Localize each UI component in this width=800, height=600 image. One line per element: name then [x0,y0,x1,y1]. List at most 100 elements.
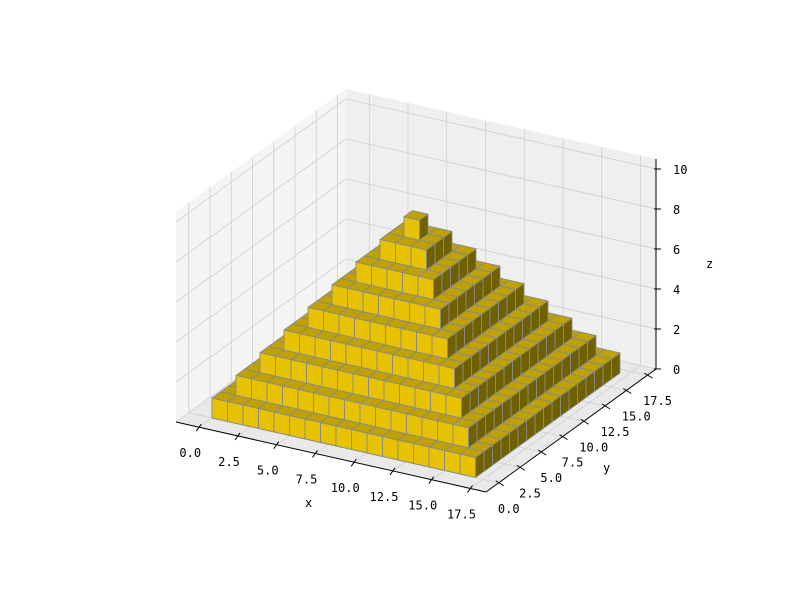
left-grid-line-z [175,178,347,303]
voxel-front-face [251,378,268,403]
voxel-cube [410,239,436,271]
voxel-front-face [397,439,414,464]
y-tick-label: 17.5 [643,394,672,408]
voxel-cube [431,328,457,360]
voxel-front-face [444,450,461,475]
voxel-front-face [275,355,292,381]
y-tick-label: 10.0 [579,440,608,454]
z-tick-label: 0 [673,363,680,377]
voxel-front-face [290,359,307,384]
y-tick-mark [559,434,568,441]
voxel-front-face [323,310,340,335]
voxel-front-face [259,352,276,377]
x-tick-mark [467,485,473,493]
voxel-front-face [338,313,355,339]
voxel-front-face [386,268,403,294]
z-tick-label: 6 [673,243,680,257]
voxel-front-face [376,350,393,375]
voxel-front-face [304,418,321,443]
voxel-front-face [368,376,385,402]
voxel-front-face [299,333,316,358]
voxel-front-face [402,272,419,297]
z-tick-label: 10 [673,163,687,177]
voxel-front-face [344,399,361,424]
x-tick-mark [312,450,318,458]
voxel-front-face [421,416,438,442]
voxel-front-face [289,415,306,440]
voxel-front-face [383,380,400,405]
y-tick-mark [580,418,590,425]
y-tick-label: 2.5 [519,486,541,500]
y-axis-line [485,368,657,493]
voxel-cube [403,210,429,241]
voxel-front-face [306,362,323,388]
voxel-front-face [416,331,433,356]
voxel-cube [424,299,450,330]
voxel-front-face [366,432,383,457]
y-tick-label: 7.5 [562,456,584,470]
x-tick-label: 7.5 [296,472,318,486]
voxel-front-face [266,381,283,407]
z-tick-label: 2 [673,323,680,337]
voxel-front-face [438,364,455,389]
voxel-front-face [362,291,379,316]
voxel-front-face [414,387,431,412]
y-tick-mark [601,403,611,410]
voxel-cube [445,388,471,419]
voxel-front-face [227,401,244,426]
y-tick-mark [495,480,505,487]
left-pane [176,88,346,422]
x-tick-label: 0.0 [179,446,201,460]
voxel-front-face [355,261,372,287]
x-tick-label: 10.0 [331,481,360,495]
x-tick-mark [273,441,280,450]
x-tick-label: 17.5 [447,507,476,521]
voxel-front-face [382,436,399,461]
x-tick-mark [428,476,435,485]
back-grid-line-z [345,98,657,170]
x-tick-mark [234,432,241,441]
z-tick-label: 4 [673,283,680,297]
voxel-front-face [403,216,420,241]
z-axis-label: z [706,257,713,271]
voxel-front-face [424,305,441,330]
voxel-front-face [410,245,427,271]
voxel-front-face [371,265,388,290]
voxel-front-face [392,354,409,379]
voxel-front-face [409,301,426,327]
y-tick-label: 0.0 [498,502,520,516]
voxel-front-face [283,329,300,354]
voxel-cube [438,358,464,389]
voxel-front-face [417,275,434,301]
voxel-front-face [321,366,338,391]
voxel-front-face [423,361,440,386]
y-tick-label: 12.5 [601,425,630,439]
voxel-front-face [375,406,392,431]
voxel-front-face [211,397,228,422]
voxel-front-face [399,383,416,409]
voxel-side-face [475,450,485,478]
voxel-front-face [413,443,430,468]
voxel-front-face [345,343,362,368]
voxel-front-face [459,453,476,478]
voxel-front-face [428,446,445,471]
y-tick-mark [537,449,547,456]
x-tick-label: 12.5 [370,490,399,504]
x-tick-mark [389,467,396,476]
voxel-cube [452,417,478,449]
y-tick-mark [516,464,526,471]
voxel-front-face [307,306,324,332]
voxel-front-face [437,420,454,445]
voxel-front-face [378,294,395,320]
voxel-front-face [273,411,290,436]
z-tick-label: 8 [673,203,680,217]
voxel-front-face [328,395,345,421]
left-grid-line-z [175,258,347,383]
axis-lines [175,158,661,493]
y-tick-label: 15.0 [622,410,651,424]
tick-labels: 0.02.55.07.510.012.515.017.5 0.02.55.07.5… [179,163,687,521]
voxel-front-face [337,369,354,395]
voxel-front-face [258,408,275,433]
